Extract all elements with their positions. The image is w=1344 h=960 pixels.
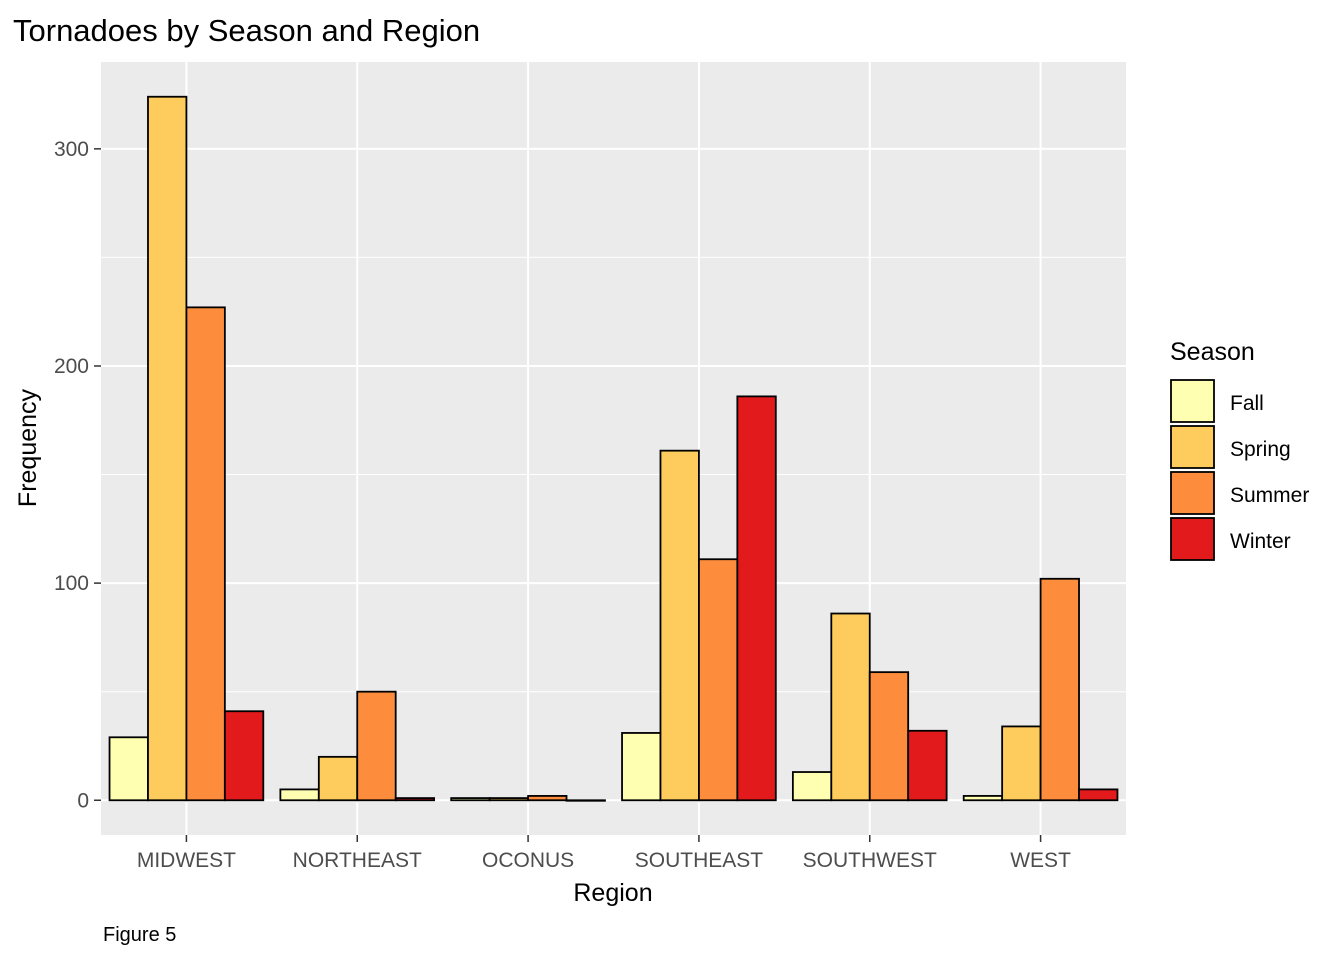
bar-southwest-winter (907, 729, 948, 802)
legend-key-winter (1170, 517, 1215, 561)
bar-northeast-spring (317, 755, 359, 802)
legend-label: Summer (1230, 484, 1309, 507)
y-tick-label: 300 (54, 138, 89, 161)
bar-southwest-spring (830, 612, 871, 802)
x-tick-label: SOUTHWEST (803, 849, 937, 872)
bar-northeast-winter (394, 797, 436, 802)
bar-northeast-fall (279, 788, 320, 802)
bar-southeast-summer (698, 558, 739, 802)
bar-oconus-summer (527, 795, 568, 802)
y-tick-label: 200 (54, 355, 89, 378)
bar-oconus-winter (565, 799, 606, 802)
y-tick-label: 0 (77, 789, 89, 812)
x-tick-label: WEST (1010, 849, 1071, 872)
legend: Season Fall Spring Summer Winter (1170, 338, 1309, 561)
bar-west-summer (1039, 577, 1080, 802)
legend-key-summer (1170, 471, 1215, 515)
legend-key-fall (1170, 379, 1215, 423)
figure-caption: Figure 5 (103, 924, 176, 946)
bar-oconus-fall (450, 797, 491, 802)
chart-title: Tornadoes by Season and Region (13, 13, 480, 48)
x-tick-label: NORTHEAST (293, 849, 422, 872)
bar-midwest-summer (185, 306, 226, 802)
bar-midwest-spring (147, 95, 188, 802)
panel-background (101, 62, 1126, 835)
bar-west-winter (1078, 788, 1119, 802)
bar-west-spring (1001, 725, 1042, 802)
legend-title: Season (1170, 338, 1255, 366)
bar-oconus-spring (488, 797, 529, 802)
x-axis: MIDWEST NORTHEAST OCONUS SOUTHEAST SOUTHWEST… (137, 835, 1071, 872)
legend-label: Winter (1230, 530, 1291, 553)
x-tick-label: MIDWEST (137, 849, 236, 872)
bar-west-fall (962, 795, 1004, 802)
bar-southwest-summer (868, 671, 910, 802)
bars (108, 95, 1119, 802)
x-tick-label: OCONUS (482, 849, 574, 872)
bar-southeast-fall (621, 732, 662, 802)
bar-southwest-fall (791, 771, 833, 802)
x-tick-label: SOUTHEAST (635, 849, 764, 872)
legend-key-spring (1170, 425, 1215, 469)
y-axis-title: Frequency (14, 388, 42, 507)
legend-label: Spring (1230, 438, 1291, 461)
plot-panel (101, 62, 1126, 835)
legend-label: Fall (1230, 392, 1264, 415)
bar-northeast-summer (356, 690, 397, 802)
legend-items: Fall Spring Summer Winter (1170, 379, 1309, 561)
bar-southeast-spring (659, 449, 700, 802)
bar-southeast-winter (736, 395, 777, 802)
bar-midwest-fall (108, 736, 149, 802)
bar-midwest-winter (223, 710, 265, 802)
y-axis: 0 100 200 300 (54, 138, 101, 812)
x-axis-title: Region (573, 879, 652, 907)
y-tick-label: 100 (54, 572, 89, 595)
